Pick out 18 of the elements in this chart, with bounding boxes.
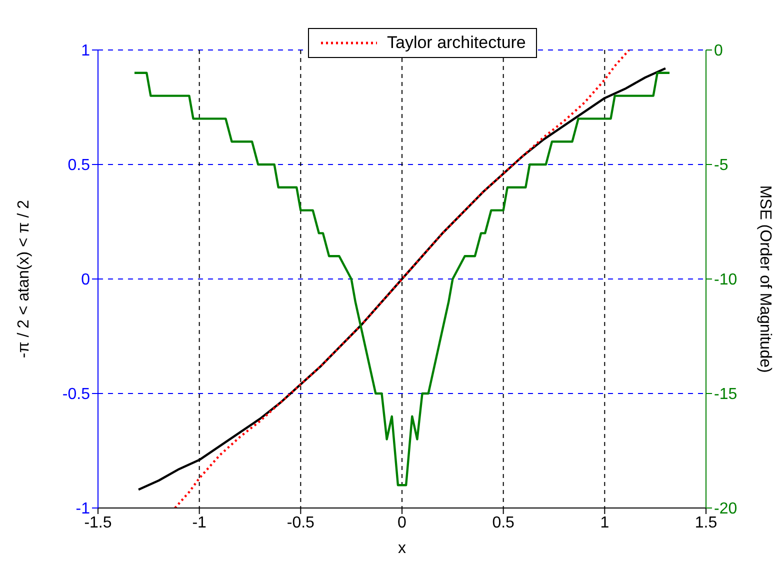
x-tick-label: -0.5: [286, 514, 315, 532]
y-tick-label: 1: [81, 42, 90, 60]
y2-tick-label: 0: [714, 42, 723, 60]
x-tick-label: 0.5: [492, 514, 515, 532]
y-axis-title: -π / 2 < atan(x) < π / 2: [16, 200, 33, 358]
y2-tick-label: -5: [714, 157, 728, 174]
x-axis-title: x: [398, 540, 406, 557]
y2-axis-title: MSE (Order of Magnitude): [756, 185, 774, 373]
x-tick-label: 1: [600, 514, 610, 532]
y-tick-label: 0: [81, 272, 90, 289]
y-tick-label: -0.5: [62, 386, 90, 404]
legend-label: Taylor architecture: [387, 33, 526, 53]
y2-tick-label: -15: [714, 386, 738, 404]
y-tick-label: 0.5: [68, 157, 90, 174]
x-tick-label: 0: [398, 514, 407, 532]
x-tick-label: -1: [192, 514, 207, 532]
y2-tick-label: -10: [714, 272, 738, 289]
line-series: [174, 50, 630, 508]
